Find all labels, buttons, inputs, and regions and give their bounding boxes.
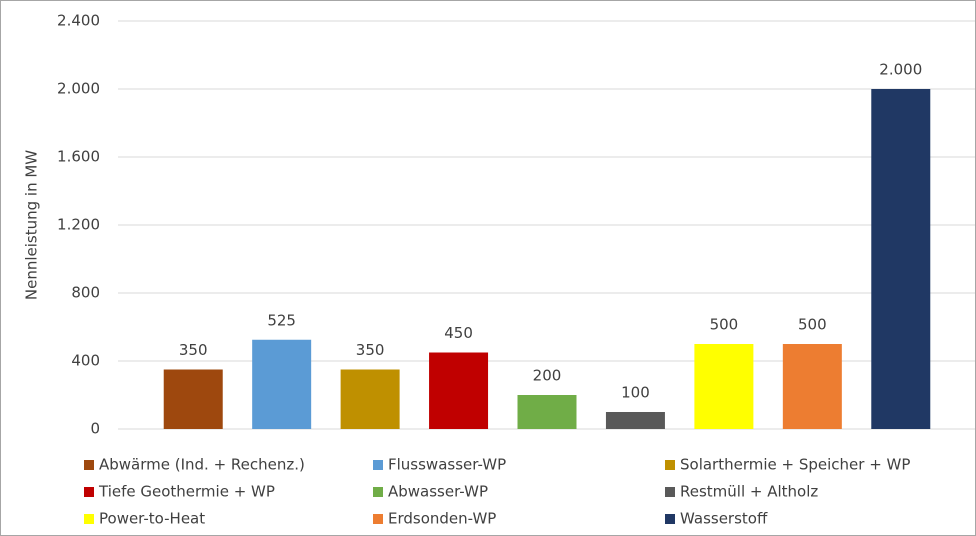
value-label: 500 [710, 316, 739, 334]
bar [252, 339, 312, 429]
value-label-bg [706, 314, 742, 335]
value-label: 500 [798, 316, 827, 334]
legend-label: Power-to-Heat [99, 510, 205, 528]
legend-swatch [373, 487, 383, 497]
bar [517, 395, 577, 429]
value-label-bg [175, 340, 211, 360]
value-label: 350 [356, 341, 385, 359]
y-tick-label: 0 [90, 420, 100, 438]
legend-label: Solarthermie + Speicher + WP [680, 456, 910, 474]
value-label: 450 [444, 324, 473, 342]
value-label-bg [618, 382, 653, 403]
legend-swatch [373, 514, 383, 524]
value-label-bg [352, 340, 388, 360]
value-label-bg [795, 314, 830, 335]
bar [340, 369, 400, 429]
y-tick-label: 1.200 [57, 216, 100, 234]
value-label-bg [441, 323, 476, 343]
legend-label: Wasserstoff [680, 510, 768, 528]
legend-swatch [665, 487, 675, 497]
legend-swatch [84, 514, 94, 524]
y-tick-label: 2.000 [57, 80, 100, 98]
legend-label: Restmüll + Altholz [680, 483, 818, 501]
value-label: 2.000 [879, 61, 922, 79]
legend-label: Flusswasser-WP [388, 456, 506, 474]
bar [605, 412, 665, 429]
legend-swatch [84, 487, 94, 497]
value-label-bg [529, 365, 565, 386]
y-tick-label: 1.600 [57, 148, 100, 166]
legend-swatch [373, 460, 383, 470]
y-tick-label: 800 [71, 284, 100, 302]
y-axis-label: Nennleistung in MW [23, 150, 41, 300]
value-label: 100 [621, 384, 650, 402]
bar [871, 89, 931, 429]
bar [429, 352, 489, 429]
legend-label: Abwärme (Ind. + Rechenz.) [99, 456, 305, 474]
y-tick-label: 400 [71, 352, 100, 370]
bar [782, 344, 842, 429]
legend-swatch [84, 460, 94, 470]
bar [694, 344, 754, 429]
legend-swatch [665, 514, 675, 524]
y-tick-label: 2.400 [57, 12, 100, 30]
value-label: 350 [179, 341, 208, 359]
value-label-bg [876, 59, 926, 80]
legend-label: Tiefe Geothermie + WP [98, 483, 275, 501]
legend-swatch [665, 460, 675, 470]
value-label: 200 [533, 367, 562, 385]
legend-label: Abwasser-WP [388, 483, 488, 501]
bar [163, 369, 223, 429]
value-label-bg [264, 310, 299, 331]
legend-label: Erdsonden-WP [388, 510, 496, 528]
value-label: 525 [267, 311, 296, 329]
